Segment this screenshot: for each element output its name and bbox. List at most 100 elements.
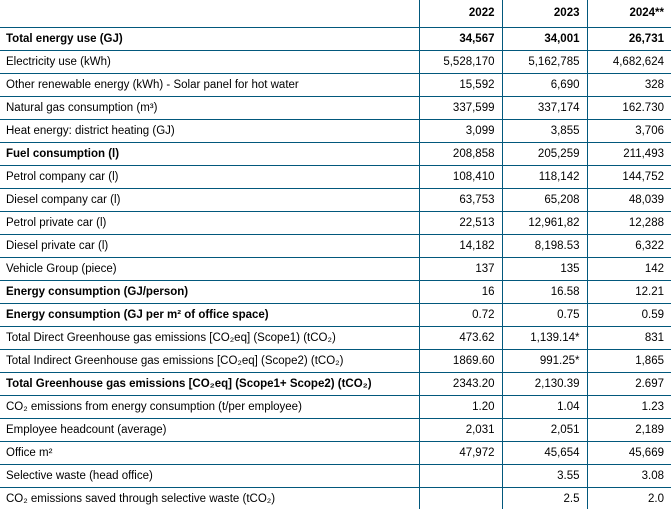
table-row: Office m² 47,972 45,654 45,669 (0, 441, 671, 465)
table-row: Selective waste (head office) 3.55 3.08 (0, 464, 671, 488)
value-2024: 45,669 (587, 441, 671, 465)
table-row: Diesel private car (l) 14,182 8,198.53 6,32… (0, 234, 671, 258)
row-label: Vehicle Group (piece) (0, 257, 420, 281)
value-2024: 2.0 (587, 487, 671, 509)
value-2023: 3.55 (502, 464, 588, 488)
value-2023: 12,961,82 (502, 211, 588, 235)
value-2022: 14,182 (419, 234, 503, 258)
table-row: CO₂ emissions saved through selective wa… (0, 487, 671, 509)
table-row: Employee headcount (average) 2,031 2,051 2,… (0, 418, 671, 442)
value-2022: 473.62 (419, 326, 503, 350)
table-row: Other renewable energy (kWh) - Solar pan… (0, 73, 671, 97)
value-2023: 118,142 (502, 165, 588, 189)
table-row: CO₂ emissions from energy consumption (t… (0, 395, 671, 419)
value-2024: 3,706 (587, 119, 671, 143)
value-2023: 991.25* (502, 349, 588, 373)
row-label: Total Greenhouse gas emissions [CO₂eq] (… (0, 372, 420, 396)
value-2024: 3.08 (587, 464, 671, 488)
value-2022: 137 (419, 257, 503, 281)
value-2023: 8,198.53 (502, 234, 588, 258)
table-row: Total Direct Greenhouse gas emissions [C… (0, 326, 671, 350)
header-year-2022: 2022 (419, 0, 503, 28)
row-label: CO₂ emissions from energy consumption (t… (0, 395, 420, 419)
row-label: Office m² (0, 441, 420, 465)
value-2022: 2,031 (419, 418, 503, 442)
row-label: Electricity use (kWh) (0, 50, 420, 74)
value-2024: 0.59 (587, 303, 671, 327)
value-2023: 6,690 (502, 73, 588, 97)
row-label: Diesel private car (l) (0, 234, 420, 258)
value-2023: 16.58 (502, 280, 588, 304)
value-2024: 211,493 (587, 142, 671, 166)
value-2022: 34,567 (419, 27, 503, 51)
row-label: Employee headcount (average) (0, 418, 420, 442)
row-label: Diesel company car (l) (0, 188, 420, 212)
value-2024: 144,752 (587, 165, 671, 189)
value-2022: 1.20 (419, 395, 503, 419)
value-2022: 16 (419, 280, 503, 304)
value-2023: 45,654 (502, 441, 588, 465)
value-2023: 205,259 (502, 142, 588, 166)
row-label: Heat energy: district heating (GJ) (0, 119, 420, 143)
value-2024: 12.21 (587, 280, 671, 304)
value-2022 (419, 464, 503, 488)
row-label: Selective waste (head office) (0, 464, 420, 488)
value-2024: 4,682,624 (587, 50, 671, 74)
value-2022: 1869.60 (419, 349, 503, 373)
header-row: 2022 2023 2024** (0, 0, 671, 28)
value-2023: 3,855 (502, 119, 588, 143)
row-label: Fuel consumption (l) (0, 142, 420, 166)
table-row: Vehicle Group (piece) 137 135 142 (0, 257, 671, 281)
value-2022: 2343.20 (419, 372, 503, 396)
row-label: Total Direct Greenhouse gas emissions [C… (0, 326, 420, 350)
value-2023: 5,162,785 (502, 50, 588, 74)
value-2023: 337,174 (502, 96, 588, 120)
value-2024: 1,865 (587, 349, 671, 373)
value-2022: 63,753 (419, 188, 503, 212)
table-row: Energy consumption (GJ per m² of office … (0, 303, 671, 327)
value-2023: 1.04 (502, 395, 588, 419)
row-label: Total Indirect Greenhouse gas emissions … (0, 349, 420, 373)
row-label: Natural gas consumption (m³) (0, 96, 420, 120)
row-label: Energy consumption (GJ/person) (0, 280, 420, 304)
table-row: Total Indirect Greenhouse gas emissions … (0, 349, 671, 373)
value-2024: 2,189 (587, 418, 671, 442)
row-label: Petrol private car (l) (0, 211, 420, 235)
value-2023: 1,139.14* (502, 326, 588, 350)
table-row: Electricity use (kWh) 5,528,170 5,162,785 4… (0, 50, 671, 74)
value-2023: 2,051 (502, 418, 588, 442)
value-2024: 6,322 (587, 234, 671, 258)
value-2024: 328 (587, 73, 671, 97)
value-2023: 2,130.39 (502, 372, 588, 396)
table-row: Energy consumption (GJ/person) 16 16.58 12.… (0, 280, 671, 304)
value-2022: 47,972 (419, 441, 503, 465)
value-2023: 0.75 (502, 303, 588, 327)
value-2022: 3,099 (419, 119, 503, 143)
row-label: Energy consumption (GJ per m² of office … (0, 303, 420, 327)
table-row: Total Greenhouse gas emissions [CO₂eq] (… (0, 372, 671, 396)
value-2022: 22,513 (419, 211, 503, 235)
value-2022: 208,858 (419, 142, 503, 166)
value-2024: 48,039 (587, 188, 671, 212)
value-2023: 65,208 (502, 188, 588, 212)
value-2024: 12,288 (587, 211, 671, 235)
table-row: Diesel company car (l) 63,753 65,208 48,039 (0, 188, 671, 212)
row-label: Total energy use (GJ) (0, 27, 420, 51)
table-row: Natural gas consumption (m³) 337,599 337,1… (0, 96, 671, 120)
value-2024: 26,731 (587, 27, 671, 51)
table-row: Total energy use (GJ) 34,567 34,001 26,731 (0, 27, 671, 51)
value-2023: 34,001 (502, 27, 588, 51)
value-2022 (419, 487, 503, 509)
row-label: CO₂ emissions saved through selective wa… (0, 487, 420, 509)
value-2023: 135 (502, 257, 588, 281)
value-2023: 2.5 (502, 487, 588, 509)
value-2024: 831 (587, 326, 671, 350)
value-2024: 162.730 (587, 96, 671, 120)
row-label: Other renewable energy (kWh) - Solar pan… (0, 73, 420, 97)
value-2024: 142 (587, 257, 671, 281)
header-year-2024: 2024** (587, 0, 671, 28)
value-2024: 2.697 (587, 372, 671, 396)
table-row: Petrol private car (l) 22,513 12,961,82 12,… (0, 211, 671, 235)
